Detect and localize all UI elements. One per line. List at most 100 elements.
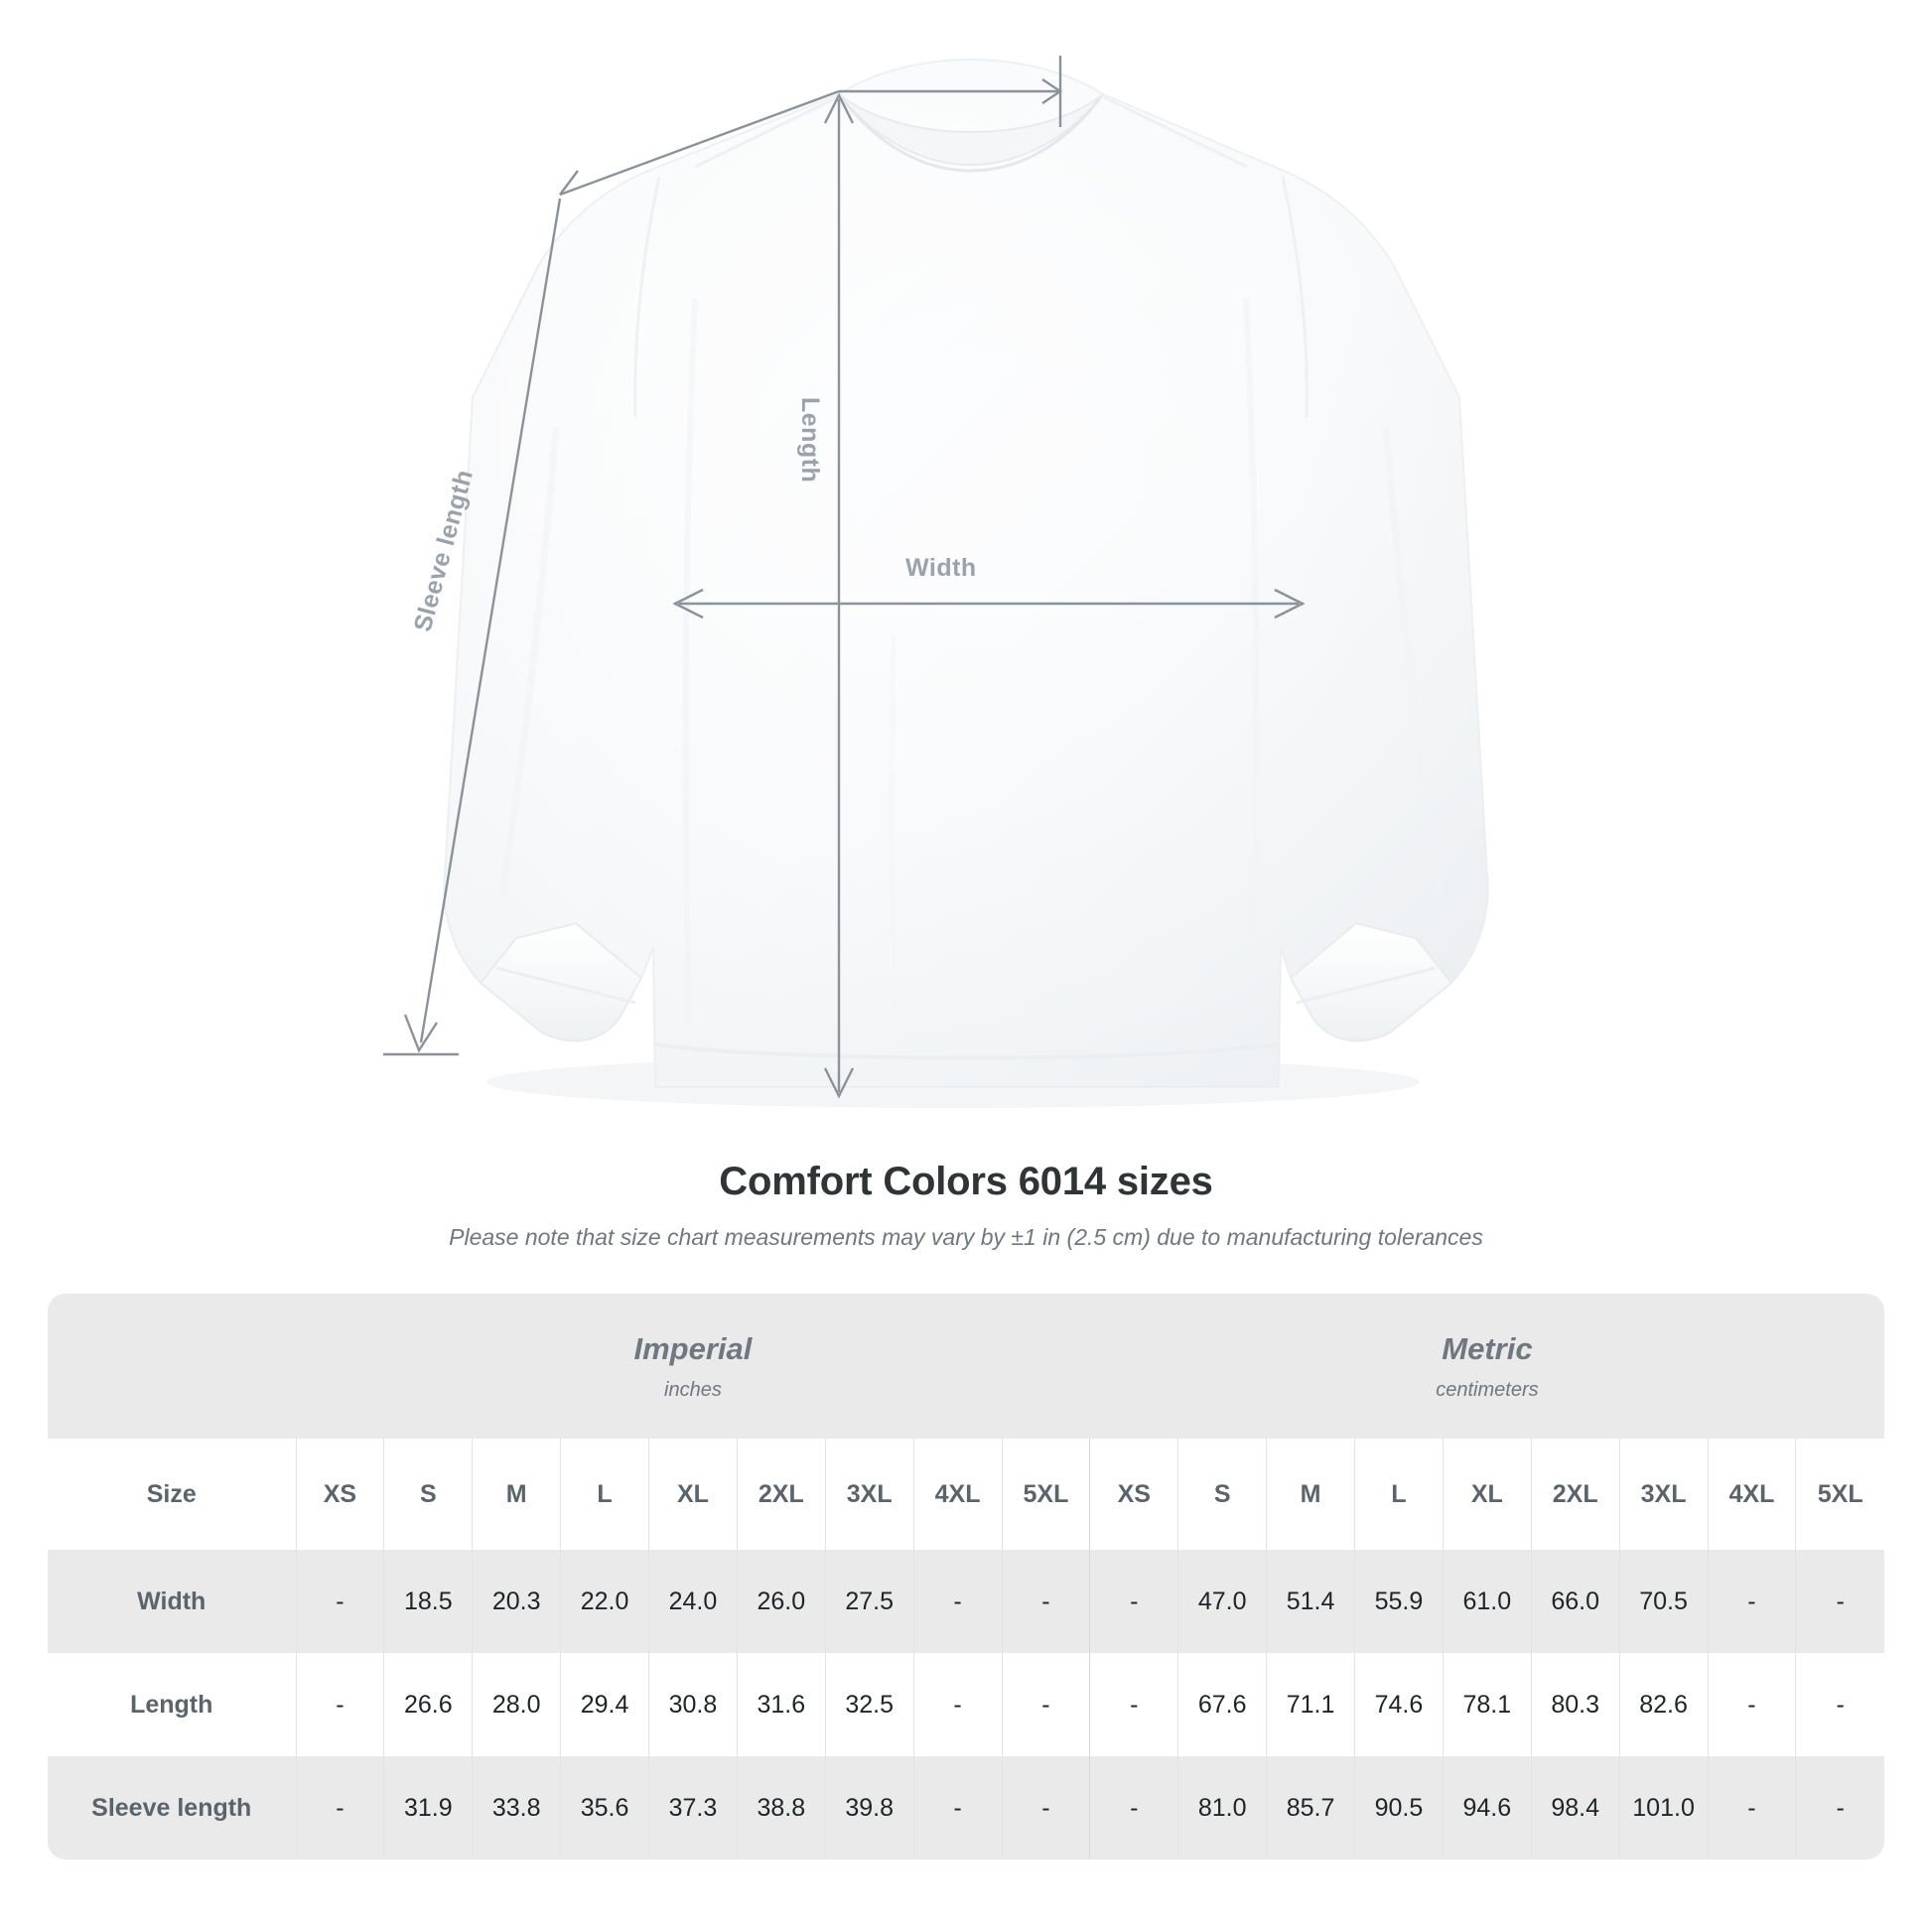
cell-width-imperial-5xl: -: [1001, 1550, 1090, 1653]
shirt-collar: [838, 93, 1104, 173]
cell-length-imperial-2xl: 31.6: [736, 1653, 826, 1756]
size-header-metric-l: L: [1354, 1439, 1444, 1550]
left-cuff: [479, 921, 643, 1042]
right-shoulder-seam: [1101, 94, 1248, 169]
unit-spacer-cell: [48, 1294, 296, 1439]
width-label: Width: [905, 554, 977, 582]
cell-length-metric-3xl: 82.6: [1618, 1653, 1708, 1756]
cell-width-metric-m: 51.4: [1266, 1550, 1355, 1653]
cell-sleeve-metric-m: 85.7: [1266, 1756, 1355, 1860]
cell-length-metric-xs: -: [1089, 1653, 1178, 1756]
cell-sleeve-imperial-xs: -: [295, 1756, 384, 1860]
size-header-imperial-m: M: [472, 1439, 561, 1550]
left-armhole-seam: [633, 176, 661, 418]
cell-sleeve-imperial-l: 35.6: [560, 1756, 649, 1860]
cell-width-imperial-3xl: 27.5: [824, 1550, 914, 1653]
cell-length-metric-l: 74.6: [1354, 1653, 1444, 1756]
cell-length-imperial-s: 26.6: [383, 1653, 473, 1756]
size-chart-table-wrapper: Imperial inches Metric centimeters Size …: [48, 1294, 1884, 1860]
bottom-hem: [654, 1042, 1280, 1060]
imperial-unit-cell: Imperial inches: [296, 1294, 1090, 1439]
size-header-imperial-s: S: [383, 1439, 473, 1550]
cell-sleeve-imperial-s: 31.9: [383, 1756, 473, 1860]
imperial-label: Imperial: [633, 1331, 753, 1367]
cell-sleeve-imperial-xl: 37.3: [648, 1756, 738, 1860]
size-header-metric-s: S: [1177, 1439, 1267, 1550]
table-row-width: Width - 18.5 20.3 22.0 24.0 26.0 27.5 - …: [48, 1550, 1884, 1653]
length-dimension-arrow: [823, 92, 855, 1099]
cell-sleeve-metric-l: 90.5: [1354, 1756, 1444, 1860]
cell-sleeve-imperial-3xl: 39.8: [824, 1756, 914, 1860]
length-label: Length: [796, 397, 824, 483]
cell-sleeve-imperial-5xl: -: [1001, 1756, 1090, 1860]
imperial-sublabel: inches: [664, 1378, 722, 1401]
cell-sleeve-metric-2xl: 98.4: [1530, 1756, 1620, 1860]
cell-width-metric-xl: 61.0: [1442, 1550, 1532, 1653]
cell-sleeve-imperial-2xl: 38.8: [736, 1756, 826, 1860]
cell-length-metric-m: 71.1: [1266, 1653, 1355, 1756]
size-header-imperial-xs: XS: [295, 1439, 384, 1550]
table-row-length: Length - 26.6 28.0 29.4 30.8 31.6 32.5 -…: [48, 1653, 1884, 1756]
cell-width-metric-2xl: 66.0: [1530, 1550, 1620, 1653]
size-header-imperial-5xl: 5XL: [1001, 1439, 1090, 1550]
cell-length-metric-xl: 78.1: [1442, 1653, 1532, 1756]
size-header-imperial-3xl: 3XL: [824, 1439, 914, 1550]
size-header-metric-3xl: 3XL: [1618, 1439, 1708, 1550]
shirt-illustration: [383, 56, 1489, 1108]
cell-width-metric-s: 47.0: [1177, 1550, 1267, 1653]
size-header-label: Size: [48, 1439, 296, 1550]
size-header-metric-2xl: 2XL: [1530, 1439, 1620, 1550]
title-block: Comfort Colors 6014 sizes Please note th…: [0, 1160, 1932, 1251]
cell-sleeve-metric-xs: -: [1089, 1756, 1178, 1860]
size-header-imperial-l: L: [560, 1439, 649, 1550]
table-row-sleeve-length: Sleeve length - 31.9 33.8 35.6 37.3 38.8…: [48, 1756, 1884, 1860]
cell-width-imperial-s: 18.5: [383, 1550, 473, 1653]
metric-sublabel: centimeters: [1436, 1378, 1539, 1401]
tolerance-note: Please note that size chart measurements…: [449, 1224, 1483, 1250]
cell-width-imperial-4xl: -: [912, 1550, 1002, 1653]
cell-width-metric-3xl: 70.5: [1618, 1550, 1708, 1653]
product-diagram: Length Width Sleeve length: [383, 56, 1489, 1108]
cell-sleeve-metric-xl: 94.6: [1442, 1756, 1532, 1860]
cell-width-imperial-m: 20.3: [472, 1550, 561, 1653]
cell-length-imperial-xl: 30.8: [648, 1653, 738, 1756]
shirt-body: [443, 58, 1489, 1088]
size-header-metric-m: M: [1266, 1439, 1355, 1550]
cell-length-imperial-l: 29.4: [560, 1653, 649, 1756]
unit-system-row: Imperial inches Metric centimeters: [48, 1294, 1884, 1439]
size-header-metric-xs: XS: [1089, 1439, 1178, 1550]
cell-sleeve-metric-5xl: -: [1795, 1756, 1884, 1860]
cell-width-imperial-l: 22.0: [560, 1550, 649, 1653]
left-shoulder-seam: [694, 94, 841, 169]
cell-sleeve-metric-s: 81.0: [1177, 1756, 1267, 1860]
cell-width-metric-l: 55.9: [1354, 1550, 1444, 1653]
size-header-row: Size XS S M L XL 2XL 3XL 4XL 5XL XS S M …: [48, 1439, 1884, 1550]
size-chart-table: Imperial inches Metric centimeters Size …: [48, 1294, 1884, 1860]
size-header-imperial-4xl: 4XL: [912, 1439, 1002, 1550]
cell-width-imperial-xl: 24.0: [648, 1550, 738, 1653]
cell-length-imperial-5xl: -: [1001, 1653, 1090, 1756]
length-top-reference: [978, 56, 1063, 127]
right-cuff: [1289, 921, 1453, 1042]
fabric-folds: [498, 297, 1444, 1041]
cell-sleeve-imperial-m: 33.8: [472, 1756, 561, 1860]
cell-length-metric-4xl: -: [1707, 1653, 1796, 1756]
width-dimension-arrow: [672, 588, 1306, 620]
row-label-sleeve-length: Sleeve length: [48, 1756, 296, 1860]
cell-width-metric-5xl: -: [1795, 1550, 1884, 1653]
page-title: Comfort Colors 6014 sizes: [719, 1160, 1213, 1203]
cell-length-metric-s: 67.6: [1177, 1653, 1267, 1756]
metric-label: Metric: [1442, 1331, 1533, 1367]
cell-length-imperial-4xl: -: [912, 1653, 1002, 1756]
cell-width-metric-xs: -: [1089, 1550, 1178, 1653]
sleeve-length-dimension-arrow: [383, 198, 562, 1056]
right-armhole-seam: [1281, 176, 1309, 418]
cell-width-metric-4xl: -: [1707, 1550, 1796, 1653]
row-label-length: Length: [48, 1653, 296, 1756]
size-header-imperial-2xl: 2XL: [736, 1439, 826, 1550]
sleeve-length-leader: [559, 89, 978, 197]
cell-length-imperial-3xl: 32.5: [824, 1653, 914, 1756]
metric-unit-cell: Metric centimeters: [1089, 1294, 1884, 1439]
cell-length-imperial-m: 28.0: [472, 1653, 561, 1756]
cell-sleeve-imperial-4xl: -: [912, 1756, 1002, 1860]
